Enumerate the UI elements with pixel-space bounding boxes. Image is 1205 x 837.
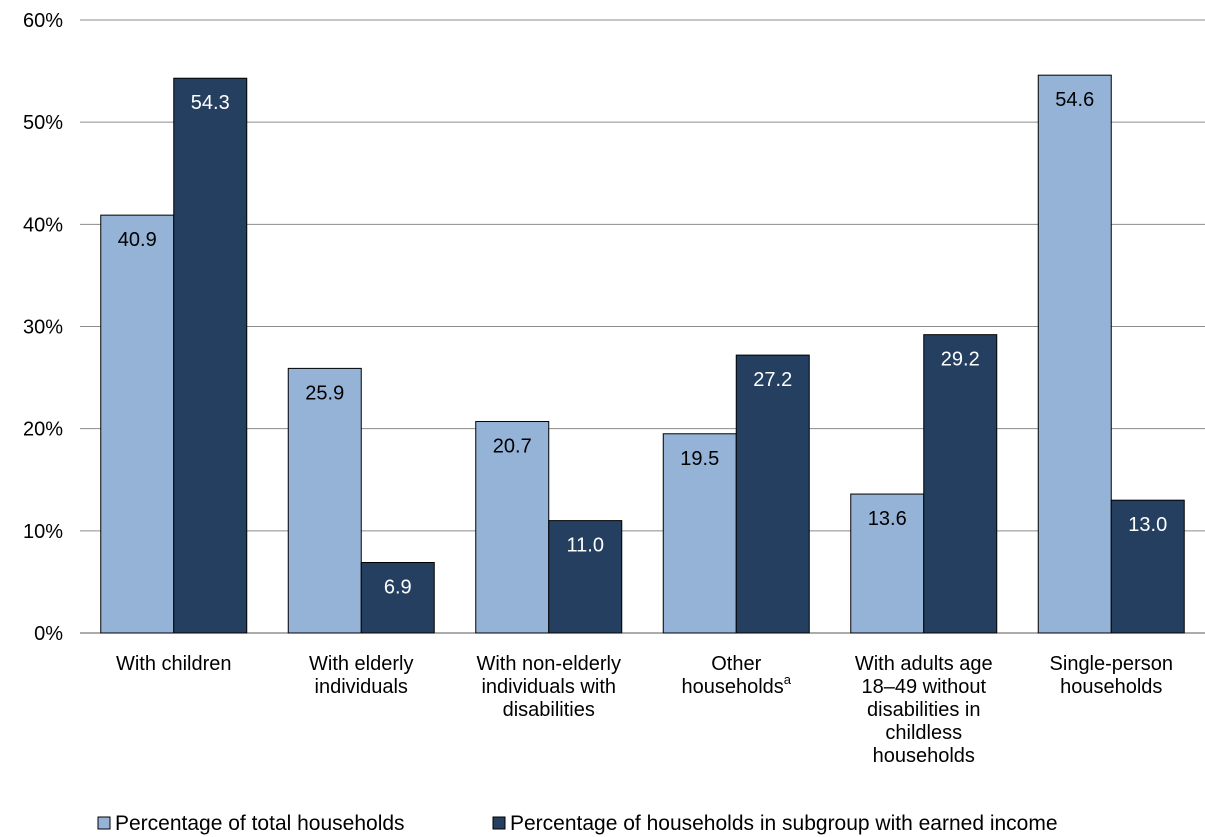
- y-tick-label: 60%: [23, 10, 63, 32]
- x-category-label: With children: [116, 653, 232, 675]
- data-label: 13.6: [868, 508, 907, 530]
- y-tick-label: 20%: [23, 419, 63, 441]
- bar-series-2: [1110, 499, 1185, 634]
- x-axis: With children With elderly individuals With…: [116, 653, 1173, 767]
- y-tick-label: 0%: [34, 623, 63, 645]
- legend-swatch: [97, 816, 111, 830]
- bars: 40.9 25.9 20.7 19.5 13.6 54.6 54.3 6.9 11.0 27.2 2…: [100, 74, 1185, 634]
- bar-series-1: [287, 367, 362, 634]
- data-label: 19.5: [680, 448, 719, 470]
- data-label: 54.3: [191, 92, 230, 114]
- data-label: 40.9: [118, 229, 157, 251]
- y-axis: 0% 10% 20% 30% 40% 50% 60%: [23, 10, 63, 645]
- x-category-label: With elderly individuals: [309, 653, 413, 698]
- bar-series-2: [173, 77, 248, 634]
- data-label: 25.9: [305, 382, 344, 404]
- data-label: 54.6: [1055, 89, 1094, 111]
- bar-series-1: [1037, 74, 1112, 634]
- y-tick-label: 30%: [23, 317, 63, 339]
- bar-series-2: [923, 334, 998, 634]
- data-label: 11.0: [567, 535, 604, 557]
- data-label: 13.0: [1128, 514, 1167, 536]
- legend: Percentage of total households Percentage…: [97, 812, 1058, 835]
- bar-series-2: [735, 354, 810, 634]
- data-label: 20.7: [493, 436, 532, 458]
- y-tick-label: 40%: [23, 214, 63, 236]
- x-category-label: Single-person households: [1050, 653, 1173, 698]
- data-label: 29.2: [941, 349, 980, 371]
- footnote-marker: a: [784, 672, 792, 687]
- bar-series-1: [100, 214, 175, 634]
- y-tick-label: 10%: [23, 521, 63, 543]
- legend-label: Percentage of total households: [115, 812, 405, 835]
- legend-label: Percentage of households in subgroup wit…: [510, 812, 1058, 835]
- data-label: 6.9: [384, 577, 412, 599]
- bar-series-1: [475, 421, 550, 634]
- x-category-label: Other householdsa: [681, 653, 791, 698]
- grid-lines: [80, 19, 1205, 634]
- bar-series-1: [850, 493, 925, 634]
- x-category-label: With non-elderly individuals with disabili…: [476, 653, 621, 721]
- y-tick-label: 50%: [23, 112, 63, 134]
- legend-swatch: [492, 816, 506, 830]
- bar-series-2: [548, 520, 623, 634]
- data-label: 27.2: [753, 369, 792, 391]
- x-category-label: With adults age 18–49 without disabilities…: [855, 653, 993, 767]
- bar-series-2: [360, 562, 435, 634]
- bar-series-1: [662, 433, 737, 634]
